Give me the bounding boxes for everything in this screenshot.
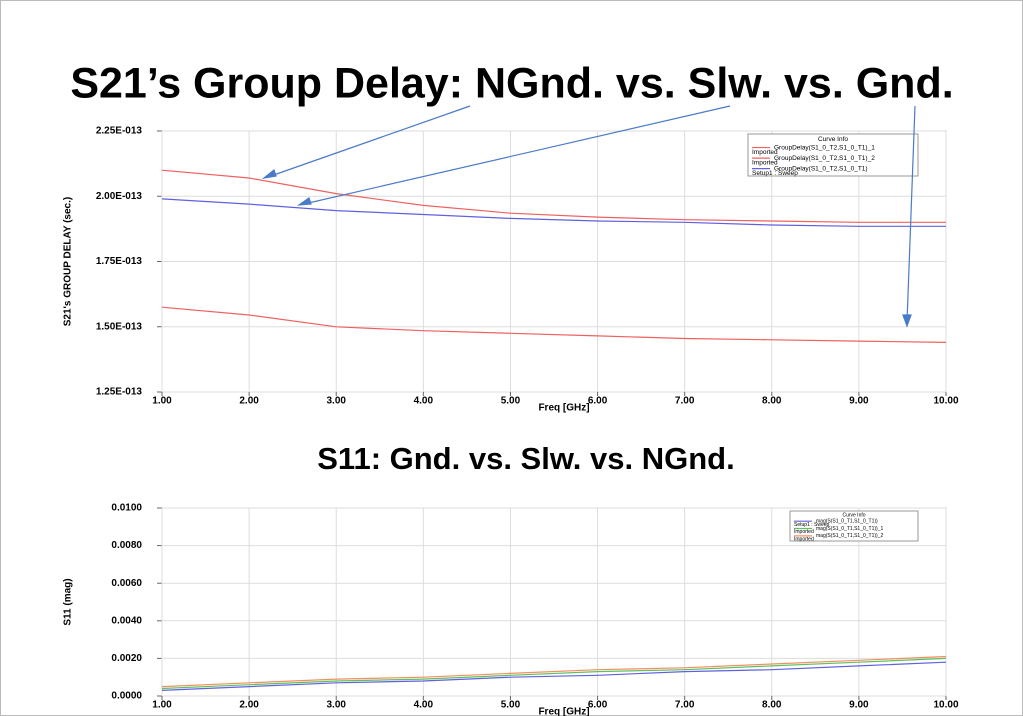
x-tick-label: 7.00 (675, 396, 695, 407)
x-tick-label: 6.00 (588, 396, 608, 407)
y-tick-label: 0.0040 (111, 615, 142, 626)
line-series (161, 306, 947, 343)
line-series (161, 661, 947, 691)
legend-label: GroupDelay(S1_0_T2,S1_0_T1)_2 (774, 155, 875, 162)
y-tick-label: 0.0080 (111, 540, 142, 551)
legend-source: Setup1 : Sweep (752, 170, 798, 177)
x-tick-label: 2.00 (239, 396, 259, 407)
y-axis-label: S21's GROUP DELAY (sec.) (63, 197, 74, 326)
x-tick-label: 8.00 (762, 396, 782, 407)
y-tick-label: 0.0020 (111, 653, 142, 664)
x-tick-label: 4.00 (414, 396, 434, 407)
y-tick-label: 2.25E-013 (96, 126, 143, 137)
legend-title: Curve Info (842, 512, 865, 518)
x-tick-label: 10.00 (933, 396, 958, 407)
legend-source: Imported (794, 529, 814, 535)
legend-source: Imported (752, 149, 778, 156)
x-tick-label: 3.00 (326, 396, 346, 407)
line-series (161, 657, 947, 690)
arrow-head (261, 168, 277, 179)
x-axis-label: Freq [GHz] (538, 403, 589, 414)
legend-label: GroupDelay(S1_0_T2,S1_0_T1)_1 (774, 144, 875, 151)
y-tick-label: 0.0000 (111, 691, 142, 702)
x-tick-label: 6.00 (588, 700, 608, 711)
arrow (267, 105, 471, 178)
chart-title: S11: Gnd. vs. Slw. vs. NGnd. (317, 441, 734, 476)
x-tick-label: 1.00 (152, 700, 172, 711)
y-tick-label: 1.75E-013 (96, 256, 143, 267)
legend-label: mag(S(S1_0_T1,S1_0_T1)) (816, 519, 878, 525)
legend-box (747, 133, 919, 177)
x-tick-label: 9.00 (849, 396, 869, 407)
arrow (906, 105, 916, 323)
legend-title: Curve Info (818, 136, 848, 143)
arrow-head (296, 197, 312, 206)
x-tick-label: 10.00 (933, 700, 958, 711)
x-tick-label: 8.00 (762, 700, 782, 711)
y-tick-label: 0.0060 (111, 578, 142, 589)
line-series (161, 198, 946, 227)
legend-source: Imported (752, 160, 778, 167)
x-tick-label: 2.00 (239, 700, 259, 711)
x-tick-label: 5.00 (501, 396, 521, 407)
y-tick-label: 2.00E-013 (96, 191, 143, 202)
line-series (161, 655, 947, 688)
legend-label: mag(S(S1_0_T1,S1_0_T1))_2 (816, 533, 883, 539)
x-tick-label: 1.00 (152, 396, 172, 407)
x-tick-label: 9.00 (849, 700, 869, 711)
x-tick-label: 3.00 (326, 700, 346, 711)
legend-label: GroupDelay(S1_0_T2,S1_0_T1) (774, 165, 868, 172)
legend-source: Imported (794, 536, 814, 542)
y-axis-label: S11 (mag) (63, 578, 74, 625)
legend-source: Setup1 : Sweep (794, 522, 830, 528)
arrow (303, 105, 731, 205)
y-tick-label: 0.0100 (111, 503, 142, 514)
y-tick-label: 1.25E-013 (96, 387, 143, 398)
arrow-head (902, 314, 912, 328)
x-axis-label: Freq [GHz] (538, 707, 589, 716)
legend-label: mag(S(S1_0_T1,S1_0_T1))_1 (816, 526, 883, 532)
y-tick-label: 1.50E-013 (96, 321, 143, 332)
chart-title: S21’s Group Delay: NGnd. vs. Slw. vs. Gn… (70, 59, 953, 107)
x-tick-label: 4.00 (414, 700, 434, 711)
arrows (261, 105, 916, 328)
line-series (161, 169, 946, 223)
x-tick-label: 5.00 (501, 700, 521, 711)
x-tick-label: 7.00 (675, 700, 695, 711)
